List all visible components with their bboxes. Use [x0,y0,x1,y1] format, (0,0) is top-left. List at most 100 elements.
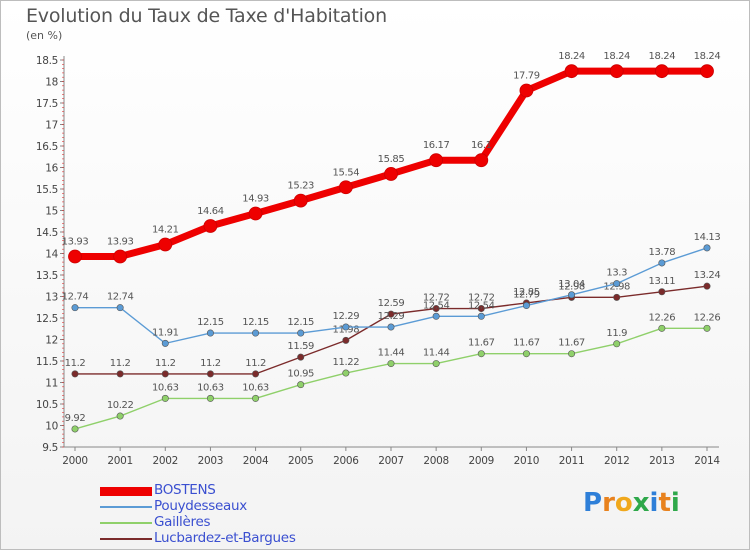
data-label: 13.11 [649,276,676,287]
chart-subtitle: (en %) [26,29,63,42]
data-label: 10.63 [152,382,179,393]
x-tick-label: 2001 [107,455,133,467]
data-label: 16.1 [471,140,492,151]
data-label: 11.59 [287,341,314,352]
data-point [252,394,260,402]
legend-swatch [100,487,152,496]
x-tick-label: 2013 [649,455,675,467]
data-label: 11.44 [423,348,450,359]
data-label: 11.9 [606,328,627,339]
logo-letter: t [658,488,671,518]
data-label: 13.78 [649,247,676,258]
data-point [342,323,350,331]
data-label: 11.67 [513,338,540,349]
data-label: 12.15 [197,317,224,328]
y-tick-label: 13 [45,292,58,304]
data-point [297,381,305,389]
data-point [654,64,669,79]
data-point [613,293,621,301]
data-point [613,340,621,348]
data-label: 14.64 [197,206,224,217]
data-label: 15.23 [287,181,314,192]
data-point [522,350,530,358]
data-point [700,64,714,79]
data-label: 15.85 [378,154,405,165]
data-point [71,304,79,312]
x-tick-label: 2011 [559,455,585,467]
y-tick-label: 17.5 [36,98,58,110]
data-label: 14.93 [242,194,269,205]
x-tick-label: 2014 [694,455,720,467]
y-tick-label: 15.5 [36,184,58,196]
data-point [477,305,485,313]
data-label: 13.93 [62,237,89,248]
data-point [609,64,624,79]
data-point [248,206,263,221]
data-point [342,369,350,377]
data-label: 14.13 [694,232,721,243]
data-point [113,249,128,264]
logo-letter: r [602,488,615,518]
y-tick-label: 13.5 [36,270,58,282]
data-point [703,244,711,252]
data-point [387,360,395,368]
data-point [161,394,169,402]
legend-swatch [100,506,152,508]
data-point [519,83,534,98]
data-point [658,259,666,267]
proxiti-logo: Proxiti [583,488,680,518]
y-tick-label: 11 [45,378,58,390]
data-label: 11.2 [65,358,86,369]
legend-label: Pouydesseaux [154,498,247,514]
data-label: 9.92 [65,413,86,424]
data-label: 18.24 [649,51,676,62]
legend-swatch [100,522,152,524]
data-point [158,237,173,252]
y-tick-label: 16.5 [36,141,58,153]
x-tick-label: 2005 [288,455,314,467]
y-tick-label: 12.5 [36,313,58,325]
y-tick-label: 14.5 [36,227,58,239]
data-point [568,291,576,299]
data-point [387,310,395,318]
data-label: 11.2 [245,358,266,369]
data-point [384,167,398,181]
data-label: 13.93 [107,237,134,248]
data-point [206,394,214,402]
data-label: 10.95 [287,369,314,380]
y-tick-label: 17 [45,120,58,132]
data-point [206,329,214,337]
data-label: 11.2 [110,358,131,369]
data-point [613,280,621,288]
data-point [161,370,169,378]
data-label: 11.2 [155,358,176,369]
data-label: 10.63 [197,382,224,393]
data-label: 15.54 [333,167,360,178]
data-label: 12.29 [378,311,405,322]
data-point [203,219,218,233]
legend-label: BOSTENS [154,482,216,498]
x-tick-label: 2003 [198,455,224,467]
data-point [432,305,440,313]
data-label: 12.59 [378,298,405,309]
x-tick-label: 2010 [514,455,540,467]
data-label: 18.24 [558,51,585,62]
chart-title: Evolution du Taux de Taxe d'Habitation [26,5,387,27]
data-label: 10.22 [107,400,134,411]
data-label: 11.67 [558,338,585,349]
data-point [116,412,124,420]
data-label: 12.54 [423,300,450,311]
data-label: 17.79 [513,71,540,82]
data-label: 16.17 [423,140,450,151]
data-label: 18.24 [603,51,630,62]
data-point [658,288,666,296]
data-label: 18.24 [694,51,721,62]
data-label: 10.63 [242,382,269,393]
data-label: 12.15 [287,317,314,328]
logo-letter: x [632,488,650,518]
data-point [703,282,711,290]
data-point [703,324,711,332]
legend-label: Gaillères [154,514,211,530]
